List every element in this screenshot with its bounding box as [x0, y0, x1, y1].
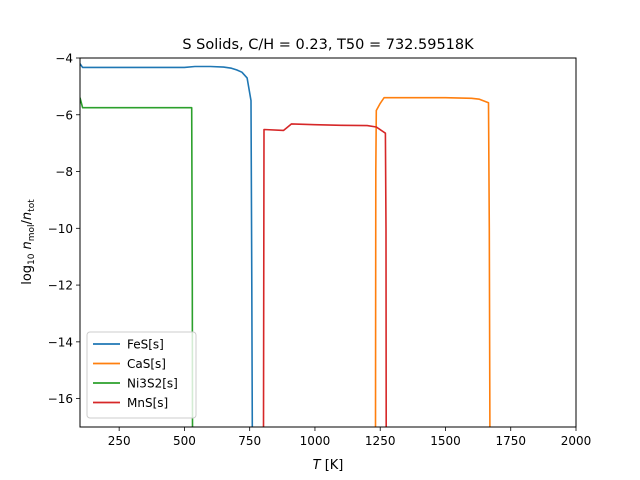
x-tick-label: 750 [238, 434, 261, 448]
legend-frame [86, 331, 197, 419]
x-tick-label: 500 [173, 434, 196, 448]
x-tick-label: 2000 [561, 434, 592, 448]
legend-label-1: CaS[s] [127, 357, 166, 371]
y-tick-label: −14 [48, 335, 73, 349]
y-axis-ticks: −16 −14 −12 −10 −8 −6 −4 [48, 52, 80, 406]
x-axis-label: T [K] [313, 458, 344, 473]
x-tick-label: 1000 [300, 434, 331, 448]
x-axis-label-unit: [K] [321, 458, 344, 473]
y-tick-label: −12 [48, 279, 73, 293]
x-tick-label: 1500 [430, 434, 461, 448]
x-tick-label: 1750 [495, 434, 526, 448]
series-line-1 [374, 96, 491, 427]
series-line-0 [80, 63, 254, 427]
y-axis-label-n-tot: n [20, 212, 35, 220]
y-axis-label-log-base: 10 [27, 253, 37, 265]
x-tick-label: 250 [108, 434, 131, 448]
y-axis-label-n-mol: n [20, 241, 35, 249]
x-axis-label-symbol: T [313, 458, 322, 473]
legend-label-2: Ni3S2[s] [127, 377, 178, 391]
chart-title: S Solids, C/H = 0.23, T50 = 732.59518K [182, 37, 474, 53]
series-line-2 [80, 97, 194, 427]
y-axis-label-tot: tot [27, 199, 37, 212]
x-axis-ticks: 250 500 750 1000 1250 1500 1750 2000 [108, 427, 592, 448]
y-tick-label: −8 [55, 165, 73, 179]
y-tick-label: −6 [55, 108, 73, 122]
legend: FeS[s] CaS[s] Ni3S2[s] MnS[s] [86, 331, 197, 419]
legend-label-3: MnS[s] [127, 396, 168, 410]
plot-frame [79, 57, 577, 428]
series-layer [80, 63, 491, 427]
y-tick-label: −16 [48, 392, 73, 406]
y-tick-label: −10 [48, 222, 73, 236]
legend-label-0: FeS[s] [127, 338, 164, 352]
y-axis-label: log10nmol/ntot [20, 199, 37, 285]
y-axis-label-mol: mol [27, 224, 37, 241]
x-tick-label: 1250 [365, 434, 396, 448]
series-line-3 [262, 123, 388, 427]
y-tick-label: −4 [55, 52, 73, 66]
y-axis-label-log: log [20, 265, 35, 285]
y-axis-label-slash: / [20, 219, 35, 224]
